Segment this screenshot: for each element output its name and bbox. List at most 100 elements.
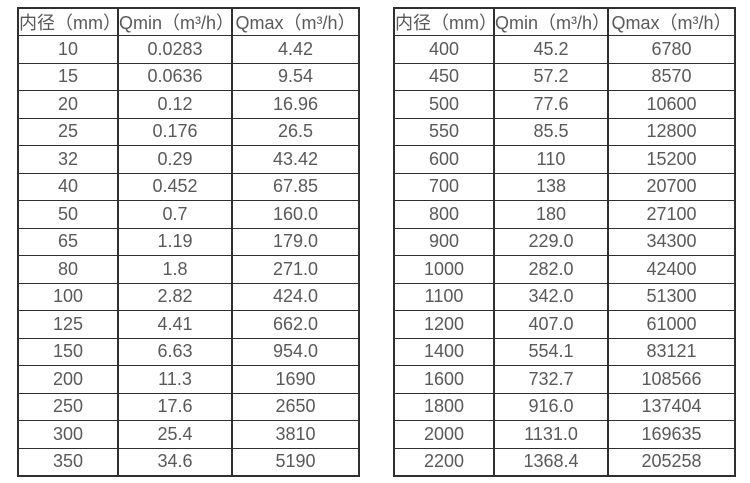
table-cell: 0.452 xyxy=(117,172,233,201)
table-row: 20 0.12 16.96 xyxy=(17,90,360,119)
table-cell: 250 xyxy=(17,392,119,421)
table-cell: 51300 xyxy=(607,282,736,311)
table-cell: 50 xyxy=(17,200,119,229)
table-cell: 40 xyxy=(17,172,119,201)
table-cell: 1400 xyxy=(393,337,495,366)
table-row: 250 17.6 2650 xyxy=(17,392,360,421)
table-cell: 1100 xyxy=(393,282,495,311)
table-cell: 27100 xyxy=(607,200,736,229)
table-cell: 0.29 xyxy=(117,145,233,174)
table-cell: 450 xyxy=(393,62,495,91)
table-row: 65 1.19 179.0 xyxy=(17,227,360,256)
table-cell: 11.3 xyxy=(117,365,233,394)
table-cell: 554.1 xyxy=(493,337,609,366)
table-row: 2000 1131.0 169635 xyxy=(393,420,736,449)
table-cell: 350 xyxy=(17,447,119,477)
table-cell: 1690 xyxy=(231,365,360,394)
table-row: 1100 342.0 51300 xyxy=(393,282,736,311)
table-cell: 9.54 xyxy=(231,62,360,91)
table-cell: 110 xyxy=(493,145,609,174)
column-header-diameter: 内径（mm） xyxy=(17,7,119,36)
table-cell: 169635 xyxy=(607,420,736,449)
table-header-row: 内径（mm） Qmin（m³/h） Qmax（m³/h） xyxy=(17,7,360,36)
table-cell: 1131.0 xyxy=(493,420,609,449)
table-cell: 954.0 xyxy=(231,337,360,366)
table-row: 600 110 15200 xyxy=(393,145,736,174)
flow-rate-table-small-diameters: 内径（mm） Qmin（m³/h） Qmax（m³/h） 10 0.0283 4.4… xyxy=(17,7,360,477)
table-body: 10 0.0283 4.42 15 0.0636 9.54 20 0.12 16.96 25 0.1… xyxy=(17,35,360,477)
table-cell: 800 xyxy=(393,200,495,229)
table-cell: 150 xyxy=(17,337,119,366)
table-row: 350 34.6 5190 xyxy=(17,447,360,477)
table-cell: 25.4 xyxy=(117,420,233,449)
table-row: 900 229.0 34300 xyxy=(393,227,736,256)
table-cell: 2.82 xyxy=(117,282,233,311)
flow-rate-tables-container: 内径（mm） Qmin（m³/h） Qmax（m³/h） 10 0.0283 4.4… xyxy=(17,7,736,477)
table-row: 1000 282.0 42400 xyxy=(393,255,736,284)
table-cell: 137404 xyxy=(607,392,736,421)
table-row: 200 11.3 1690 xyxy=(17,365,360,394)
table-cell: 8570 xyxy=(607,62,736,91)
table-cell: 80 xyxy=(17,255,119,284)
table-cell: 229.0 xyxy=(493,227,609,256)
table-cell: 77.6 xyxy=(493,90,609,119)
table-cell: 732.7 xyxy=(493,365,609,394)
table-cell: 1.8 xyxy=(117,255,233,284)
table-cell: 1368.4 xyxy=(493,447,609,477)
table-cell: 4.42 xyxy=(231,35,360,64)
table-row: 500 77.6 10600 xyxy=(393,90,736,119)
table-cell: 2650 xyxy=(231,392,360,421)
table-cell: 34300 xyxy=(607,227,736,256)
column-header-qmax: Qmax（m³/h） xyxy=(231,7,360,36)
table-cell: 83121 xyxy=(607,337,736,366)
table-cell: 180 xyxy=(493,200,609,229)
table-cell: 10600 xyxy=(607,90,736,119)
table-cell: 0.0636 xyxy=(117,62,233,91)
table-header-row: 内径（mm） Qmin（m³/h） Qmax（m³/h） xyxy=(393,7,736,36)
column-header-diameter: 内径（mm） xyxy=(393,7,495,36)
table-cell: 662.0 xyxy=(231,310,360,339)
table-cell: 916.0 xyxy=(493,392,609,421)
table-cell: 342.0 xyxy=(493,282,609,311)
table-row: 450 57.2 8570 xyxy=(393,62,736,91)
table-cell: 67.85 xyxy=(231,172,360,201)
table-row: 800 180 27100 xyxy=(393,200,736,229)
table-cell: 1000 xyxy=(393,255,495,284)
table-row: 400 45.2 6780 xyxy=(393,35,736,64)
table-cell: 0.7 xyxy=(117,200,233,229)
table-cell: 700 xyxy=(393,172,495,201)
table-cell: 32 xyxy=(17,145,119,174)
table-row: 300 25.4 3810 xyxy=(17,420,360,449)
table-cell: 0.12 xyxy=(117,90,233,119)
table-cell: 1600 xyxy=(393,365,495,394)
table-cell: 424.0 xyxy=(231,282,360,311)
table-row: 100 2.82 424.0 xyxy=(17,282,360,311)
table-cell: 179.0 xyxy=(231,227,360,256)
table-cell: 4.41 xyxy=(117,310,233,339)
table-cell: 3810 xyxy=(231,420,360,449)
table-row: 125 4.41 662.0 xyxy=(17,310,360,339)
table-cell: 400 xyxy=(393,35,495,64)
column-header-qmin: Qmin（m³/h） xyxy=(493,7,609,36)
table-cell: 43.42 xyxy=(231,145,360,174)
table-cell: 0.176 xyxy=(117,117,233,146)
table-cell: 282.0 xyxy=(493,255,609,284)
table-cell: 2200 xyxy=(393,447,495,477)
table-cell: 125 xyxy=(17,310,119,339)
table-cell: 200 xyxy=(17,365,119,394)
table-cell: 6.63 xyxy=(117,337,233,366)
table-cell: 900 xyxy=(393,227,495,256)
table-cell: 0.0283 xyxy=(117,35,233,64)
table-cell: 1.19 xyxy=(117,227,233,256)
table-cell: 17.6 xyxy=(117,392,233,421)
table-cell: 108566 xyxy=(607,365,736,394)
table-cell: 2000 xyxy=(393,420,495,449)
table-row: 25 0.176 26.5 xyxy=(17,117,360,146)
table-cell: 1200 xyxy=(393,310,495,339)
table-row: 32 0.29 43.42 xyxy=(17,145,360,174)
table-row: 1400 554.1 83121 xyxy=(393,337,736,366)
table-cell: 65 xyxy=(17,227,119,256)
flow-rate-table-large-diameters: 内径（mm） Qmin（m³/h） Qmax（m³/h） 400 45.2 6780… xyxy=(393,7,736,477)
table-cell: 160.0 xyxy=(231,200,360,229)
table-row: 40 0.452 67.85 xyxy=(17,172,360,201)
